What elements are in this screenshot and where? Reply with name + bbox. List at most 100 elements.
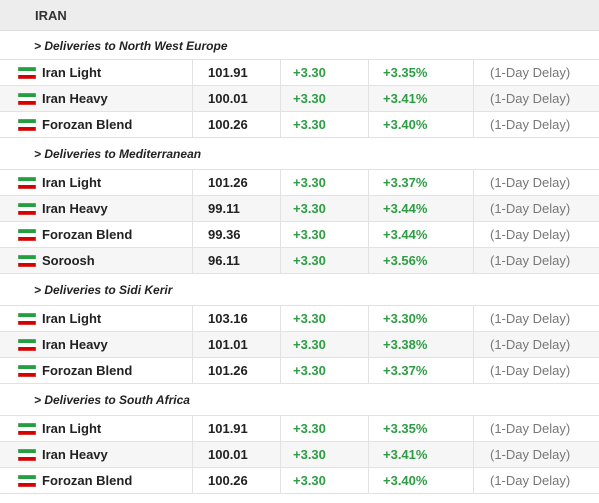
- price: 100.26: [192, 468, 280, 493]
- price: 99.11: [192, 196, 280, 221]
- header: IRAN: [0, 0, 599, 31]
- crude-name: Forozan Blend: [42, 363, 133, 378]
- price: 101.26: [192, 358, 280, 383]
- change-percent: +3.35%: [368, 60, 473, 85]
- section-header: > Deliveries to South Africa: [0, 384, 599, 416]
- crude-name: Soroosh: [42, 253, 95, 268]
- change: +3.30: [280, 468, 368, 493]
- section-title: > Deliveries to Mediterranean: [34, 147, 202, 161]
- delay-note: (1-Day Delay): [473, 442, 599, 467]
- change-percent: +3.37%: [368, 358, 473, 383]
- change: +3.30: [280, 248, 368, 273]
- flag-icon: [18, 365, 36, 377]
- flag-icon: [18, 119, 36, 131]
- section-title: > Deliveries to North West Europe: [34, 38, 228, 53]
- table-row: Iran Heavy 99.11 +3.30 +3.44% (1-Day Delay): [0, 196, 599, 222]
- delay-note: (1-Day Delay): [473, 60, 599, 85]
- change-percent: +3.44%: [368, 222, 473, 247]
- table-row: Iran Heavy 100.01 +3.30 +3.41% (1-Day Delay): [0, 86, 599, 112]
- change-percent: +3.41%: [368, 86, 473, 111]
- delay-note: (1-Day Delay): [473, 358, 599, 383]
- flag-icon: [18, 423, 36, 435]
- crude-name: Forozan Blend: [42, 227, 133, 242]
- change: +3.30: [280, 196, 368, 221]
- delay-note: (1-Day Delay): [473, 196, 599, 221]
- table-row: Iran Light 103.16 +3.30 +3.30% (1-Day Delay): [0, 306, 599, 332]
- change: +3.30: [280, 332, 368, 357]
- flag-icon: [18, 177, 36, 189]
- change-percent: +3.41%: [368, 442, 473, 467]
- crude-name: Forozan Blend: [42, 473, 133, 488]
- change: +3.30: [280, 306, 368, 331]
- change: +3.30: [280, 60, 368, 85]
- change: +3.30: [280, 358, 368, 383]
- change: +3.30: [280, 416, 368, 441]
- delay-note: (1-Day Delay): [473, 248, 599, 273]
- change-percent: +3.40%: [368, 468, 473, 493]
- change: +3.30: [280, 442, 368, 467]
- table-row: Iran Light 101.26 +3.30 +3.37% (1-Day Delay): [0, 170, 599, 196]
- delay-note: (1-Day Delay): [473, 170, 599, 195]
- delay-note: (1-Day Delay): [473, 222, 599, 247]
- header-title: IRAN: [35, 8, 67, 23]
- price: 100.01: [192, 442, 280, 467]
- crude-name: Forozan Blend: [42, 117, 133, 132]
- flag-icon: [18, 255, 36, 267]
- delay-note: (1-Day Delay): [473, 86, 599, 111]
- change-percent: +3.44%: [368, 196, 473, 221]
- flag-icon: [18, 313, 36, 325]
- table-row: Forozan Blend 101.26 +3.30 +3.37% (1-Day Del…: [0, 358, 599, 384]
- price: 101.91: [192, 416, 280, 441]
- price: 101.91: [192, 60, 280, 85]
- price: 100.01: [192, 86, 280, 111]
- crude-name: Iran Light: [42, 311, 102, 326]
- delay-note: (1-Day Delay): [473, 112, 599, 137]
- table-row: Forozan Blend 100.26 +3.30 +3.40% (1-Day Del…: [0, 112, 599, 138]
- table-row: Forozan Blend 100.26 +3.30 +3.40% (1-Day Del…: [0, 468, 599, 494]
- price: 101.01: [192, 332, 280, 357]
- change-percent: +3.56%: [368, 248, 473, 273]
- crude-name: Iran Heavy: [42, 337, 108, 352]
- table-row: Soroosh 96.11 +3.30 +3.56% (1-Day Delay): [0, 248, 599, 274]
- price: 100.26: [192, 112, 280, 137]
- price: 99.36: [192, 222, 280, 247]
- crude-name: Iran Heavy: [42, 201, 108, 216]
- table-row: Iran Heavy 101.01 +3.30 +3.38% (1-Day Delay): [0, 332, 599, 358]
- price: 101.26: [192, 170, 280, 195]
- crude-name: Iran Light: [42, 175, 102, 190]
- change-percent: +3.30%: [368, 306, 473, 331]
- flag-icon: [18, 93, 36, 105]
- table-row: Forozan Blend 99.36 +3.30 +3.44% (1-Day Dela…: [0, 222, 599, 248]
- delay-note: (1-Day Delay): [473, 416, 599, 441]
- crude-name: Iran Light: [42, 65, 102, 80]
- price: 96.11: [192, 248, 280, 273]
- table-row: Iran Heavy 100.01 +3.30 +3.41% (1-Day Delay): [0, 442, 599, 468]
- change: +3.30: [280, 222, 368, 247]
- table-row: Iran Light 101.91 +3.30 +3.35% (1-Day Delay): [0, 60, 599, 86]
- section-header: > Deliveries to Mediterranean: [0, 138, 599, 170]
- flag-icon: [18, 67, 36, 79]
- crude-name: Iran Heavy: [42, 91, 108, 106]
- change-percent: +3.38%: [368, 332, 473, 357]
- change: +3.30: [280, 86, 368, 111]
- change: +3.30: [280, 112, 368, 137]
- table-row: Iran Light 101.91 +3.30 +3.35% (1-Day Delay): [0, 416, 599, 442]
- change: +3.30: [280, 170, 368, 195]
- crude-name: Iran Heavy: [42, 447, 108, 462]
- change-percent: +3.37%: [368, 170, 473, 195]
- section-title: > Deliveries to Sidi Kerir: [34, 283, 173, 297]
- change-percent: +3.40%: [368, 112, 473, 137]
- delay-note: (1-Day Delay): [473, 306, 599, 331]
- section-header: > Deliveries to Sidi Kerir: [0, 274, 599, 306]
- flag-icon: [18, 339, 36, 351]
- price: 103.16: [192, 306, 280, 331]
- delay-note: (1-Day Delay): [473, 332, 599, 357]
- change-percent: +3.35%: [368, 416, 473, 441]
- flag-icon: [18, 475, 36, 487]
- flag-icon: [18, 203, 36, 215]
- delay-note: (1-Day Delay): [473, 468, 599, 493]
- section-title: > Deliveries to South Africa: [34, 393, 190, 407]
- flag-icon: [18, 229, 36, 241]
- crude-name: Iran Light: [42, 421, 102, 436]
